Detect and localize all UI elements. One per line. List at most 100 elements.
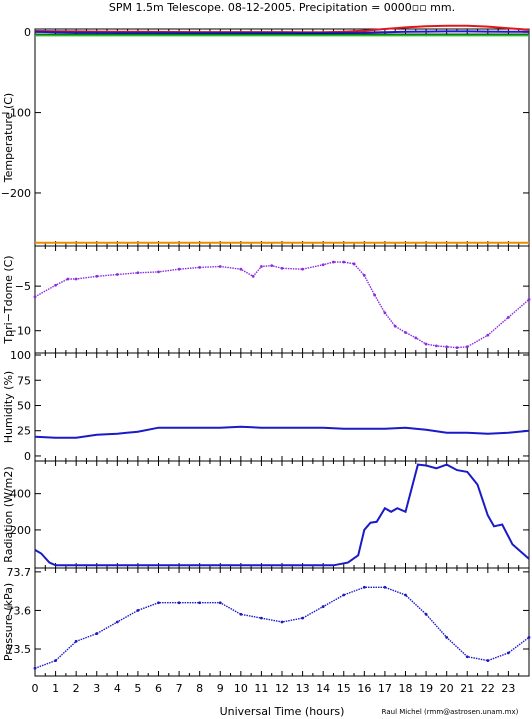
- data-point: [95, 274, 99, 278]
- data-point: [115, 273, 119, 276]
- data-point: [54, 283, 57, 287]
- data-point: [321, 263, 325, 267]
- panel-frame: [34, 245, 530, 354]
- x-tick-label: 21: [460, 682, 474, 695]
- x-tick-label: 3: [93, 682, 100, 695]
- y-axis: −5 −10: [8, 280, 529, 338]
- data-point: [373, 293, 377, 297]
- y-axis: 73.5 73.6 73.7: [7, 566, 529, 656]
- y-tick-label: −200: [1, 187, 31, 200]
- data-point: [507, 315, 510, 319]
- x-tick-label: 5: [134, 682, 141, 695]
- data-point: [74, 277, 78, 281]
- x-tick-label: 13: [296, 682, 310, 695]
- data-point: [177, 601, 181, 605]
- data-point: [198, 266, 202, 269]
- data-point: [465, 655, 469, 659]
- x-tick-label: 15: [337, 682, 351, 695]
- data-point: [332, 260, 335, 264]
- data-point: [527, 298, 531, 301]
- data-point: [74, 639, 78, 643]
- data-point: [33, 295, 37, 299]
- x-tick-label: 8: [196, 682, 203, 695]
- x-tick-label: 22: [481, 682, 495, 695]
- x-tick-labels: 0 1 2 3 4 5 6 7 8 9 10 11 12 13 14 15 16 17 18 19 20 21 22 23: [32, 682, 516, 695]
- data-point: [66, 277, 70, 281]
- data-point: [342, 260, 346, 264]
- x-tick-label: 6: [155, 682, 162, 695]
- data-point: [383, 585, 387, 589]
- series-blue: [34, 30, 530, 34]
- x-tick-label: 4: [114, 682, 121, 695]
- y-tick-label: 400: [10, 488, 31, 501]
- data-point: [218, 601, 222, 605]
- data-point: [383, 311, 387, 315]
- data-point: [218, 265, 222, 268]
- x-tick-label: 12: [275, 682, 289, 695]
- y-tick-label: −100: [1, 107, 31, 120]
- data-point: [115, 620, 119, 624]
- data-point: [239, 267, 243, 271]
- data-point: [424, 612, 428, 616]
- data-point: [445, 636, 449, 639]
- data-point: [424, 342, 428, 346]
- data-point: [157, 270, 160, 274]
- y-tick-label: 73.5: [7, 643, 32, 656]
- data-point: [136, 271, 140, 275]
- y-axis-label: Tpri−Tdome (C): [2, 255, 15, 344]
- data-point: [342, 593, 346, 597]
- series-blue: [34, 425, 530, 439]
- y-axis-label: Pressure (kPa): [2, 583, 15, 661]
- y-tick-label: −10: [8, 325, 31, 338]
- x-tick-label: 17: [378, 682, 392, 695]
- y-tick-label: 100: [10, 349, 31, 362]
- data-point: [404, 331, 407, 334]
- y-tick-label: 75: [17, 374, 31, 387]
- data-point: [434, 344, 438, 348]
- data-point: [445, 345, 449, 349]
- y-tick-label: 73.6: [7, 604, 32, 617]
- data-point: [54, 659, 57, 662]
- data-point: [280, 266, 284, 270]
- x-tick-label: 19: [419, 682, 433, 695]
- x-tick-label: 18: [399, 682, 413, 695]
- data-point: [507, 651, 510, 655]
- panel-frame: [34, 28, 530, 247]
- data-point: [486, 659, 490, 662]
- series-trace: [34, 261, 530, 349]
- data-point: [198, 601, 202, 605]
- panel-frame: [34, 352, 530, 462]
- y-axis-label: Temperature (C): [2, 93, 15, 183]
- credit-text: Raul Michel (rmm@astrosen.unam.mx): [382, 708, 519, 716]
- panel-3: 0 25 50 75 100 Humidity (%): [2, 349, 530, 463]
- data-point: [251, 274, 255, 278]
- data-point: [95, 632, 99, 635]
- data-point: [33, 666, 37, 670]
- data-point: [177, 267, 181, 271]
- x-tick-label: 16: [357, 682, 371, 695]
- series-blue: [33, 585, 531, 670]
- y-tick-label: 50: [17, 399, 31, 412]
- y-axis: 0 −100 −200: [1, 26, 529, 200]
- series-blue: [34, 463, 530, 567]
- data-point: [280, 620, 284, 624]
- data-point: [486, 333, 490, 337]
- x-tick-label: 11: [254, 682, 268, 695]
- data-point: [404, 593, 407, 597]
- data-point: [270, 264, 274, 268]
- x-tick-label: 20: [440, 682, 454, 695]
- chart-title: SPM 1.5m Telescope. 08-12-2005. Precipit…: [109, 1, 455, 14]
- y-tick-label: 0: [24, 26, 31, 39]
- data-point: [352, 262, 356, 266]
- y-tick-label: 73.7: [7, 566, 32, 579]
- x-tick-label: 1: [52, 682, 59, 695]
- x-tick-label: 9: [217, 682, 224, 695]
- panels: 0 −100 −200 Temperature (C) −5 −10Tpri−Tdome …: [1, 24, 531, 677]
- x-tick-label: 0: [32, 682, 39, 695]
- data-point: [301, 267, 304, 271]
- series-purple: [33, 260, 531, 350]
- panel-1: 0 −100 −200 Temperature (C): [1, 24, 530, 247]
